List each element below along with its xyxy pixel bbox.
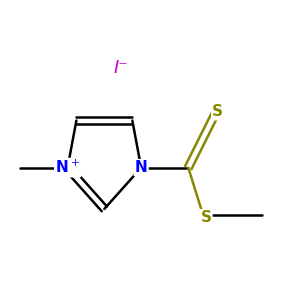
Text: I⁻: I⁻ [113,58,128,76]
Text: S: S [200,210,211,225]
Text: N$^+$: N$^+$ [55,159,80,176]
Text: N: N [135,160,148,175]
Text: S: S [212,104,223,119]
